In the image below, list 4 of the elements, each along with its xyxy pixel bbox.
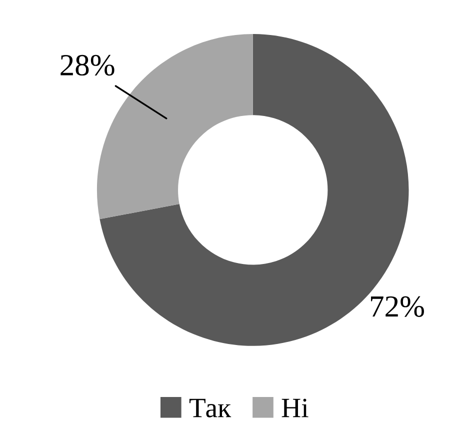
legend-label: Ні xyxy=(282,398,308,418)
data-label: 28% xyxy=(60,54,114,76)
data-label: 72% xyxy=(371,296,424,317)
legend-label: Так xyxy=(189,398,232,418)
